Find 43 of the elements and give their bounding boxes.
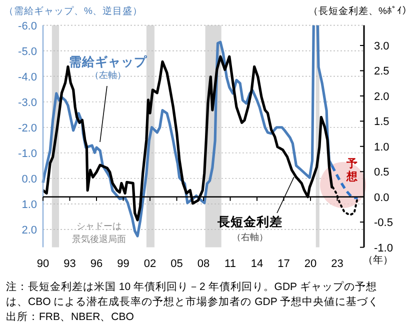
x-tick-label: 23: [331, 258, 344, 270]
y-axis-title: （需給ギャップ、%、逆目盛）: [4, 5, 142, 17]
y2-tick-label: -1.0: [374, 242, 393, 254]
x-tick-label: 96: [90, 258, 103, 270]
x-tick-label: 20: [304, 258, 317, 270]
y-tick-label: -3.0: [18, 96, 37, 109]
x-tick-label: 05: [170, 258, 183, 270]
text: 出所：FRB、NBER、CBO: [6, 310, 134, 323]
x-tick-label: 17: [278, 258, 290, 270]
annotation: 長短金利差: [216, 214, 282, 229]
y2-tick-label: 1.5: [374, 116, 390, 128]
y2-tick-label: 1.0: [374, 141, 390, 154]
x-tick-label: 14: [250, 258, 264, 270]
annotation: 需給ギャップ: [69, 54, 148, 69]
annotation: （右軸）: [232, 232, 268, 242]
x-tick-label: 90: [36, 258, 50, 270]
y2-tick-label: 2.5: [374, 66, 390, 78]
y-tick-label: 2.0: [22, 224, 37, 236]
y2-tick-label: 0.5: [374, 166, 390, 179]
x-tick-label: 99: [117, 258, 130, 270]
x-tick-label: 11: [224, 258, 236, 270]
text: 注：長短金利差は米国 10 年債利回り－2 年債利回り。GDP ギャップの予想: [6, 280, 377, 293]
y2-tick-label: 0.0: [374, 192, 390, 204]
y-tick-label: -5.0: [18, 46, 37, 58]
x-tick-label: 08: [197, 258, 210, 270]
y2-axis-title: （長短金利差、%ﾎﾟｲ）: [308, 5, 412, 17]
annotation: （左軸）: [90, 70, 126, 80]
x-tick-label: 93: [64, 258, 76, 270]
y2-tick-label: -0.5: [374, 217, 393, 230]
text: （年）: [363, 254, 393, 266]
text: は、CBO による潜在成長率の予想と市場参加者の GDP 予想中央値に基づく: [6, 295, 380, 308]
y-tick-label: -6.0: [18, 20, 37, 32]
y-tick-label: -1.0: [18, 148, 37, 160]
y-tick-label: 1.0: [22, 198, 37, 211]
annotation: 景気後退局面: [72, 234, 126, 244]
x-tick-label: 02: [144, 258, 156, 270]
y2-tick-label: 3.0: [374, 40, 390, 52]
annotation: 予想: [346, 158, 358, 183]
y-tick-label: 0.0: [22, 173, 37, 186]
y-tick-label: -4.0: [18, 71, 37, 84]
annotation: シャドーは: [76, 221, 122, 231]
y-tick-label: -2.0: [18, 122, 37, 134]
y2-tick-label: 2.0: [374, 90, 390, 103]
